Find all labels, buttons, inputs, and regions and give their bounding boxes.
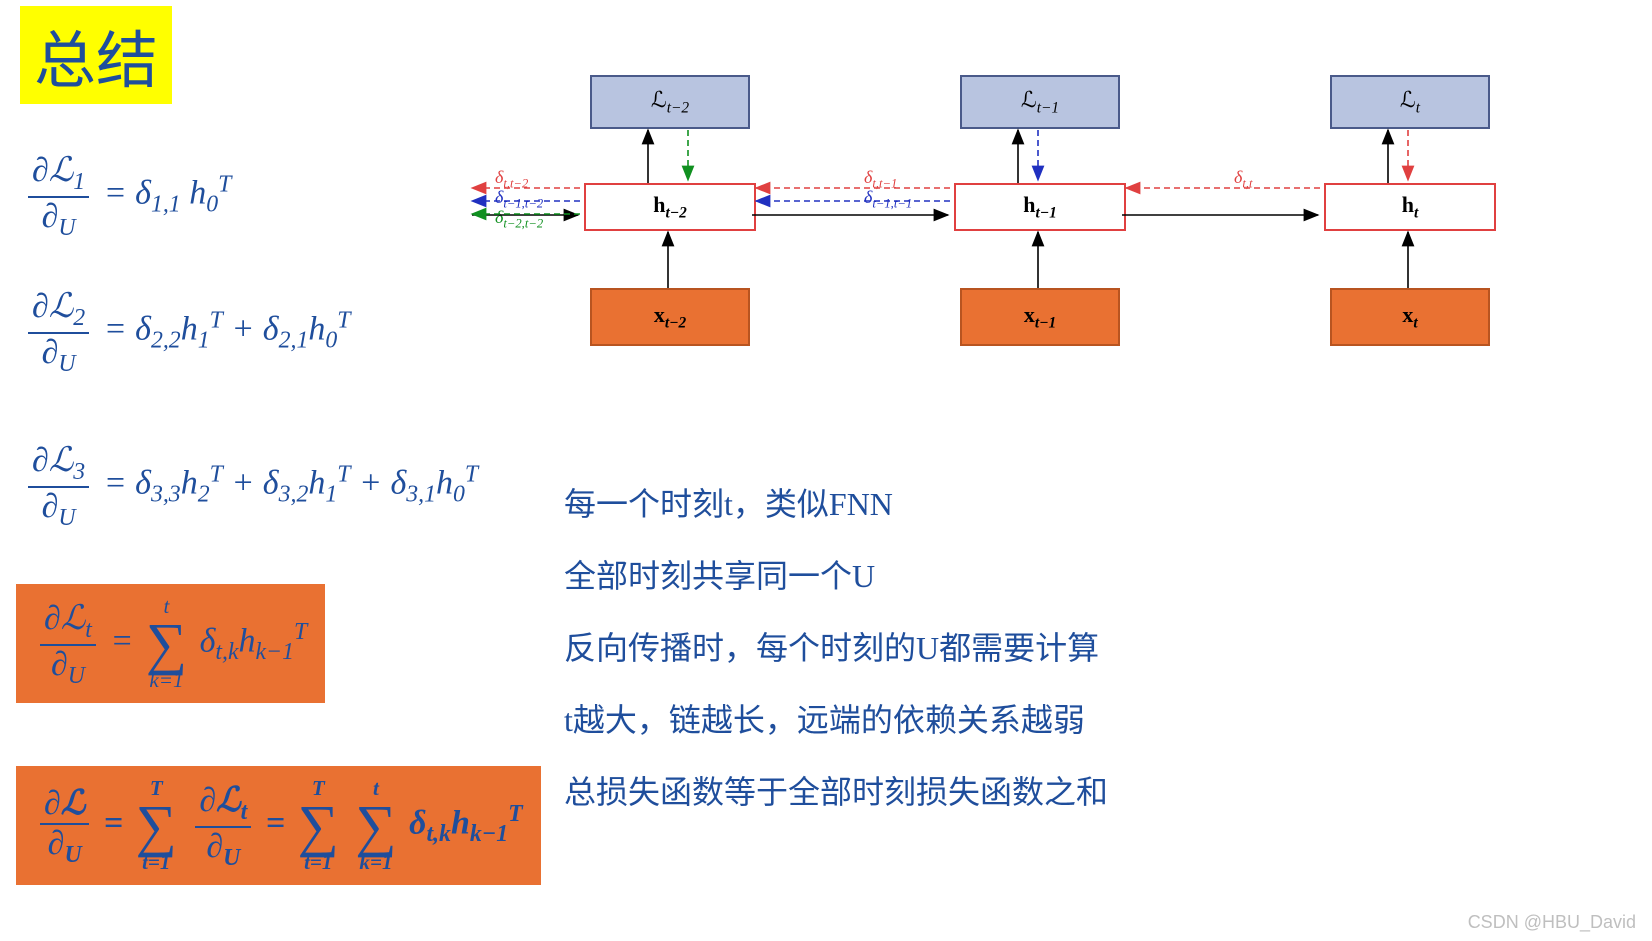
page-title: 总结	[20, 6, 172, 104]
equation-1: ∂ℒ1∂U = δ1,1 h0T	[22, 150, 231, 242]
delta-label: δt,t	[1234, 167, 1253, 192]
notes-block: 每一个时刻t，类似FNN全部时刻共享同一个U反向传播时，每个时刻的U都需要计算t…	[564, 468, 1108, 828]
hidden-box: ht−1	[954, 183, 1126, 231]
delta-label: δt−1,t−1	[864, 187, 912, 212]
title-text: 总结	[34, 28, 158, 96]
loss-box: ℒt	[1330, 75, 1490, 129]
equation-2: ∂ℒ2∂U = δ2,2h1T + δ2,1h0T	[22, 286, 351, 378]
loss-box: ℒt−2	[590, 75, 750, 129]
equation-5-boxed: ∂ℒ∂U = T∑t=1 ∂ℒt∂U = T∑t=1 t∑k=1 δt,khk−…	[16, 766, 541, 885]
note-line: 全部时刻共享同一个U	[564, 540, 1108, 612]
loss-box: ℒt−1	[960, 75, 1120, 129]
input-box: xt−1	[960, 288, 1120, 346]
note-line: t越大，链越长，远端的依赖关系越弱	[564, 684, 1108, 756]
input-box: xt	[1330, 288, 1490, 346]
hidden-box: ht	[1324, 183, 1496, 231]
equation-3: ∂ℒ3∂U = δ3,3h2T + δ3,2h1T + δ3,1h0T	[22, 440, 478, 532]
note-line: 总损失函数等于全部时刻损失函数之和	[564, 756, 1108, 828]
note-line: 反向传播时，每个时刻的U都需要计算	[564, 612, 1108, 684]
input-box: xt−2	[590, 288, 750, 346]
hidden-box: ht−2	[584, 183, 756, 231]
note-line: 每一个时刻t，类似FNN	[564, 468, 1108, 540]
watermark: CSDN @HBU_David	[1468, 912, 1636, 933]
equation-4-boxed: ∂ℒt∂U = t∑k=1 δt,khk−1T	[16, 584, 325, 703]
delta-label: δt−2,t−2	[495, 207, 543, 232]
